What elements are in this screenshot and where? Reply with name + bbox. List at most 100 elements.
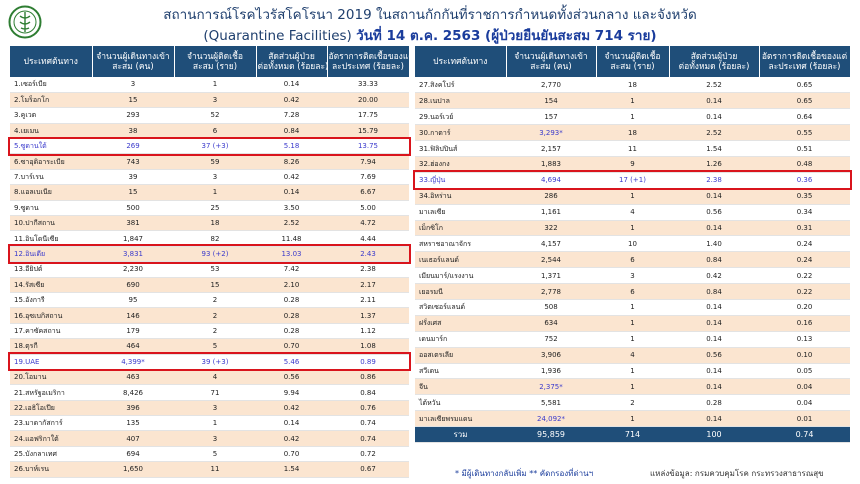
cell-rate: 13.75 (327, 138, 409, 155)
cell-infected: 93 (+2) (174, 246, 256, 263)
col-header-travelers: จำนวนผู้เดินทางเข้า สะสม (คน) (92, 46, 175, 77)
cell-rate: 0.05 (759, 363, 850, 380)
cell-travelers: 286 (506, 188, 596, 205)
cell-ratio: 0.28 (256, 323, 327, 340)
cell-travelers: 39 (92, 169, 174, 186)
cell-country: ฝรั่งเศส (415, 315, 506, 332)
cell-infected: 18 (596, 77, 669, 94)
table-row: 3.คูเวต 293 52 7.28 17.75 (10, 107, 409, 124)
cell-infected: 4 (596, 347, 669, 364)
cell-ratio: 0.14 (669, 92, 759, 110)
cell-ratio: 0.14 (669, 299, 759, 316)
cell-travelers: 694 (92, 446, 174, 463)
cell-country: สวีเดน (415, 363, 506, 380)
cell-rate: 4.72 (327, 215, 409, 232)
subtitle-prefix: (Quarantine Facilities) (203, 28, 352, 44)
total-cell-ratio: 100 (669, 426, 759, 444)
cell-country: 33.ญี่ปุ่น (415, 172, 506, 189)
table-row: 21.สหรัฐอเมริกา 8,426 71 9.94 0.84 (10, 384, 409, 401)
cell-country: 1.เซอร์เบีย (10, 77, 92, 93)
table-row: 14.รัสเซีย 690 15 2.10 2.17 (10, 277, 409, 293)
cell-country: 30.กาตาร์ (415, 124, 506, 142)
cell-ratio: 5.46 (256, 354, 327, 370)
cell-ratio: 0.14 (669, 188, 759, 205)
cell-travelers: 4,694 (506, 172, 596, 189)
cell-rate: 0.84 (327, 384, 409, 401)
cell-country: 15.อังการี (10, 292, 92, 309)
cell-travelers: 4,157 (506, 235, 596, 253)
cell-ratio: 0.14 (669, 315, 759, 332)
table-row: มาเลเซียพรมแดน 24,092* 1 0.14 0.01 (415, 410, 850, 428)
cell-rate: 17.75 (327, 107, 409, 124)
table-row: 17.คาซัคสถาน 179 2 0.28 1.12 (10, 323, 409, 340)
cell-country: มาเลเซียพรมแดน (415, 410, 506, 428)
cell-travelers: 1,847 (92, 230, 174, 247)
cell-ratio: 0.42 (256, 430, 327, 447)
cell-travelers: 396 (92, 400, 174, 417)
cell-country: 20.โอมาน (10, 369, 92, 386)
cell-infected: 1 (596, 378, 669, 396)
cell-rate: 0.89 (327, 354, 409, 370)
cell-country: 18.ตุรกี (10, 338, 92, 355)
cell-ratio: 2.38 (669, 172, 759, 189)
cell-rate: 0.22 (759, 283, 850, 300)
cell-infected: 6 (174, 123, 256, 140)
table-row: 8.แอลเบเนีย 15 1 0.14 6.67 (10, 184, 409, 201)
cell-country: 16.อุซเบกิสถาน (10, 307, 92, 324)
cell-infected: 1 (596, 188, 669, 205)
cell-ratio: 0.14 (256, 184, 327, 201)
cell-country: เมียนมาร์/แรงงาน (415, 267, 506, 285)
table-row: 23.มาดากัสการ์ 135 1 0.14 0.74 (10, 415, 409, 432)
page-title: สถานการณ์โรคไวรัสโคโรนา 2019 ในสถานกักกั… (163, 7, 697, 23)
cell-country: 7.บาร์เรน (10, 169, 92, 186)
cell-country: 21.สหรัฐอเมริกา (10, 384, 92, 401)
cell-rate: 1.12 (327, 323, 409, 340)
cell-travelers: 2,375* (506, 378, 596, 396)
table-header-row: ประเทศต้นทาง จำนวนผู้เดินทางเข้า สะสม (คน… (10, 46, 410, 77)
cell-travelers: 2,230 (92, 261, 174, 278)
table-row: ไต้หวัน 5,581 2 0.28 0.04 (415, 394, 850, 412)
cell-ratio: 0.14 (256, 415, 327, 432)
cell-infected: 6 (596, 283, 669, 300)
cell-travelers: 1,650 (92, 461, 174, 478)
cell-travelers: 752 (506, 331, 596, 348)
cell-rate: 2.17 (327, 277, 409, 293)
cell-rate: 0.04 (759, 394, 850, 412)
cell-travelers: 135 (92, 415, 174, 432)
table-row: 24.แอฟริกาใต้ 407 3 0.42 0.74 (10, 430, 409, 447)
table-row: 12.อินเดีย 3,831 93 (+2) 13.03 2.43 (10, 246, 409, 263)
cell-infected: 1 (596, 299, 669, 316)
cell-ratio: 0.84 (256, 123, 327, 140)
cell-ratio: 5.18 (256, 138, 327, 155)
cell-travelers: 157 (506, 108, 596, 126)
table-row: ฝรั่งเศส 634 1 0.14 0.16 (415, 315, 850, 332)
table-row: สวิตเซอร์แลนด์ 508 1 0.14 0.20 (415, 299, 850, 316)
cell-infected: 4 (596, 204, 669, 221)
cell-infected: 9 (596, 156, 669, 173)
cell-infected: 1 (596, 363, 669, 380)
cell-rate: 0.24 (759, 251, 850, 269)
cell-travelers: 3,831 (92, 246, 174, 263)
cell-country: 14.รัสเซีย (10, 277, 92, 293)
cell-infected: 3 (174, 169, 256, 186)
cell-travelers: 1,371 (506, 267, 596, 285)
cell-ratio: 7.42 (256, 261, 327, 278)
cell-ratio: 0.84 (669, 283, 759, 300)
cell-travelers: 15 (92, 184, 174, 201)
cell-ratio: 2.10 (256, 277, 327, 293)
cell-country: 32.ฮ่องกง (415, 156, 506, 173)
cell-travelers: 8,426 (92, 384, 174, 401)
table-row: เมียนมาร์/แรงงาน 1,371 3 0.42 0.22 (415, 267, 850, 285)
cell-infected: 1 (174, 77, 256, 93)
cell-infected: 82 (174, 230, 256, 247)
cell-ratio: 0.70 (256, 446, 327, 463)
subtitle-date-total: วันที่ 14 ต.ค. 2563 (ผู้ป่วยยืนยันสะสม 7… (356, 28, 657, 44)
col-header-rate: อัตราการติดเชื้อของแต่ ละประเทศ (ร้อยละ) (327, 46, 410, 77)
col-header-infected: จำนวนผู้ติดเชื้อ สะสม (ราย) (596, 46, 670, 77)
cell-rate: 0.65 (759, 77, 850, 94)
cell-infected: 1 (596, 92, 669, 110)
cell-infected: 3 (174, 400, 256, 417)
cell-infected: 53 (174, 261, 256, 278)
table-row: เม็กซิโก 322 1 0.14 0.31 (415, 220, 850, 237)
cell-ratio: 11.48 (256, 230, 327, 247)
